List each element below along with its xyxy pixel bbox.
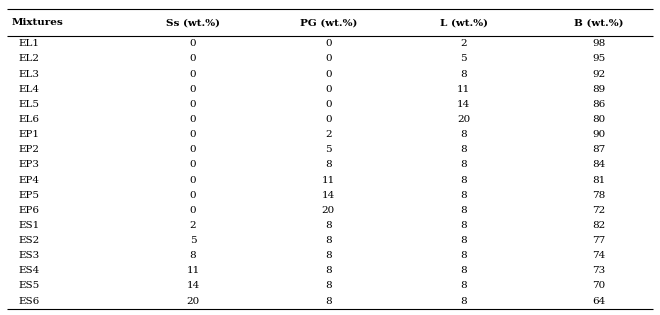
Text: 20: 20 [186,297,200,306]
Text: 0: 0 [325,100,332,109]
Text: 8: 8 [460,130,467,139]
Text: EL3: EL3 [18,70,40,78]
Text: 77: 77 [592,236,606,245]
Text: 0: 0 [189,115,197,124]
Text: 8: 8 [460,191,467,200]
Text: 92: 92 [592,70,606,78]
Text: 84: 84 [592,160,606,169]
Text: 0: 0 [325,54,332,63]
Text: 11: 11 [321,175,335,185]
Text: 8: 8 [325,282,332,290]
Text: 14: 14 [457,100,471,109]
Text: 64: 64 [592,297,606,306]
Text: EP5: EP5 [18,191,40,200]
Text: L (wt.%): L (wt.%) [440,18,488,27]
Text: ES5: ES5 [18,282,40,290]
Text: B (wt.%): B (wt.%) [574,18,624,27]
Text: 90: 90 [592,130,606,139]
Text: 14: 14 [321,191,335,200]
Text: Mixtures: Mixtures [12,18,63,27]
Text: 0: 0 [189,175,197,185]
Text: 2: 2 [325,130,332,139]
Text: 73: 73 [592,266,606,275]
Text: EP1: EP1 [18,130,40,139]
Text: 0: 0 [325,115,332,124]
Text: 8: 8 [460,297,467,306]
Text: 98: 98 [592,39,606,48]
Text: 0: 0 [189,160,197,169]
Text: EP4: EP4 [18,175,40,185]
Text: 2: 2 [460,39,467,48]
Text: 8: 8 [460,266,467,275]
Text: 0: 0 [189,85,197,94]
Text: 82: 82 [592,221,606,230]
Text: 8: 8 [460,251,467,260]
Text: 8: 8 [325,266,332,275]
Text: EL5: EL5 [18,100,40,109]
Text: 0: 0 [325,39,332,48]
Text: 86: 86 [592,100,606,109]
Text: 74: 74 [592,251,606,260]
Text: 11: 11 [186,266,200,275]
Text: 8: 8 [460,175,467,185]
Text: 0: 0 [189,100,197,109]
Text: 72: 72 [592,206,606,215]
Text: 8: 8 [325,221,332,230]
Text: 0: 0 [189,206,197,215]
Text: 0: 0 [325,70,332,78]
Text: 78: 78 [592,191,606,200]
Text: 8: 8 [325,297,332,306]
Text: 0: 0 [189,39,197,48]
Text: Ss (wt.%): Ss (wt.%) [166,18,220,27]
Text: 5: 5 [460,54,467,63]
Text: 20: 20 [321,206,335,215]
Text: 8: 8 [189,251,197,260]
Text: PG (wt.%): PG (wt.%) [300,18,357,27]
Text: ES2: ES2 [18,236,40,245]
Text: 0: 0 [189,130,197,139]
Text: 80: 80 [592,115,606,124]
Text: EP3: EP3 [18,160,40,169]
Text: 89: 89 [592,85,606,94]
Text: EL2: EL2 [18,54,40,63]
Text: 0: 0 [189,54,197,63]
Text: EL1: EL1 [18,39,40,48]
Text: 0: 0 [189,145,197,154]
Text: 8: 8 [325,236,332,245]
Text: 8: 8 [460,145,467,154]
Text: 11: 11 [457,85,471,94]
Text: 20: 20 [457,115,471,124]
Text: 8: 8 [460,282,467,290]
Text: 95: 95 [592,54,606,63]
Text: 5: 5 [189,236,197,245]
Text: 81: 81 [592,175,606,185]
Text: EL6: EL6 [18,115,40,124]
Text: EP2: EP2 [18,145,40,154]
Text: 2: 2 [189,221,197,230]
Text: ES3: ES3 [18,251,40,260]
Text: ES4: ES4 [18,266,40,275]
Text: 8: 8 [460,236,467,245]
Text: 8: 8 [460,221,467,230]
Text: 70: 70 [592,282,606,290]
Text: 0: 0 [325,85,332,94]
Text: EL4: EL4 [18,85,40,94]
Text: 87: 87 [592,145,606,154]
Text: 8: 8 [460,160,467,169]
Text: 8: 8 [460,70,467,78]
Text: ES6: ES6 [18,297,40,306]
Text: 0: 0 [189,191,197,200]
Text: EP6: EP6 [18,206,40,215]
Text: 5: 5 [325,145,332,154]
Text: 8: 8 [325,251,332,260]
Text: 8: 8 [460,206,467,215]
Text: 0: 0 [189,70,197,78]
Text: 14: 14 [186,282,200,290]
Text: ES1: ES1 [18,221,40,230]
Text: 8: 8 [325,160,332,169]
